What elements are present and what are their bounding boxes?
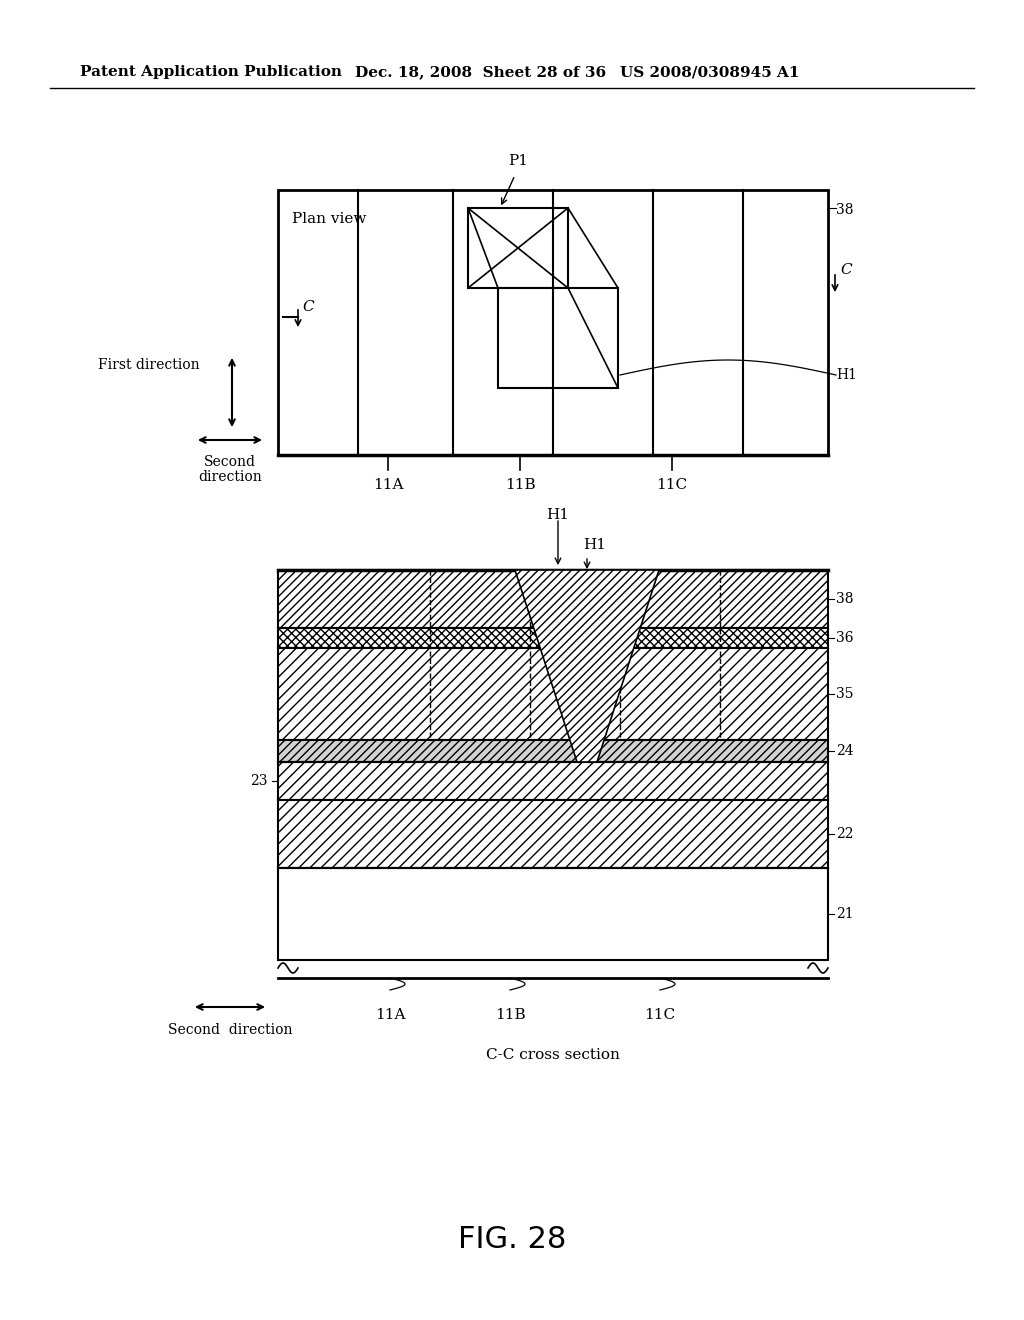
Text: 11B: 11B (505, 478, 536, 492)
Text: Second  direction: Second direction (168, 1023, 292, 1038)
Text: 21: 21 (836, 907, 854, 921)
Text: 11C: 11C (644, 1008, 676, 1022)
Text: 35: 35 (836, 686, 853, 701)
Text: 22: 22 (836, 828, 853, 841)
Text: H1: H1 (584, 539, 606, 552)
Text: FIG. 28: FIG. 28 (458, 1225, 566, 1254)
Text: First direction: First direction (98, 358, 200, 372)
Text: 36: 36 (836, 631, 853, 645)
Text: C: C (840, 263, 852, 277)
Text: Patent Application Publication: Patent Application Publication (80, 65, 342, 79)
Text: P1: P1 (508, 154, 528, 168)
Bar (278, 762, 828, 800)
Text: C-C cross section: C-C cross section (486, 1048, 620, 1063)
Text: C: C (302, 300, 313, 314)
Bar (278, 648, 828, 741)
Text: Second: Second (204, 455, 256, 469)
Text: H1: H1 (547, 508, 569, 521)
Bar (278, 628, 828, 648)
Bar (498, 288, 618, 388)
Text: 11A: 11A (375, 1008, 406, 1022)
Text: 11B: 11B (495, 1008, 525, 1022)
Text: 24: 24 (836, 744, 854, 758)
Bar (278, 190, 828, 455)
Text: US 2008/0308945 A1: US 2008/0308945 A1 (620, 65, 800, 79)
Bar (278, 869, 828, 960)
Text: Dec. 18, 2008  Sheet 28 of 36: Dec. 18, 2008 Sheet 28 of 36 (355, 65, 606, 79)
Text: 11A: 11A (373, 478, 403, 492)
Text: H1: H1 (836, 368, 857, 381)
Bar (468, 209, 568, 288)
Text: direction: direction (198, 470, 262, 484)
Text: 11C: 11C (656, 478, 687, 492)
Text: Plan view: Plan view (292, 213, 367, 226)
Text: 38: 38 (836, 203, 853, 216)
Polygon shape (515, 570, 659, 762)
Polygon shape (515, 570, 659, 762)
Bar (278, 570, 828, 628)
Bar (278, 800, 828, 869)
Text: 23: 23 (251, 774, 268, 788)
Text: 38: 38 (836, 591, 853, 606)
Bar (278, 741, 828, 762)
